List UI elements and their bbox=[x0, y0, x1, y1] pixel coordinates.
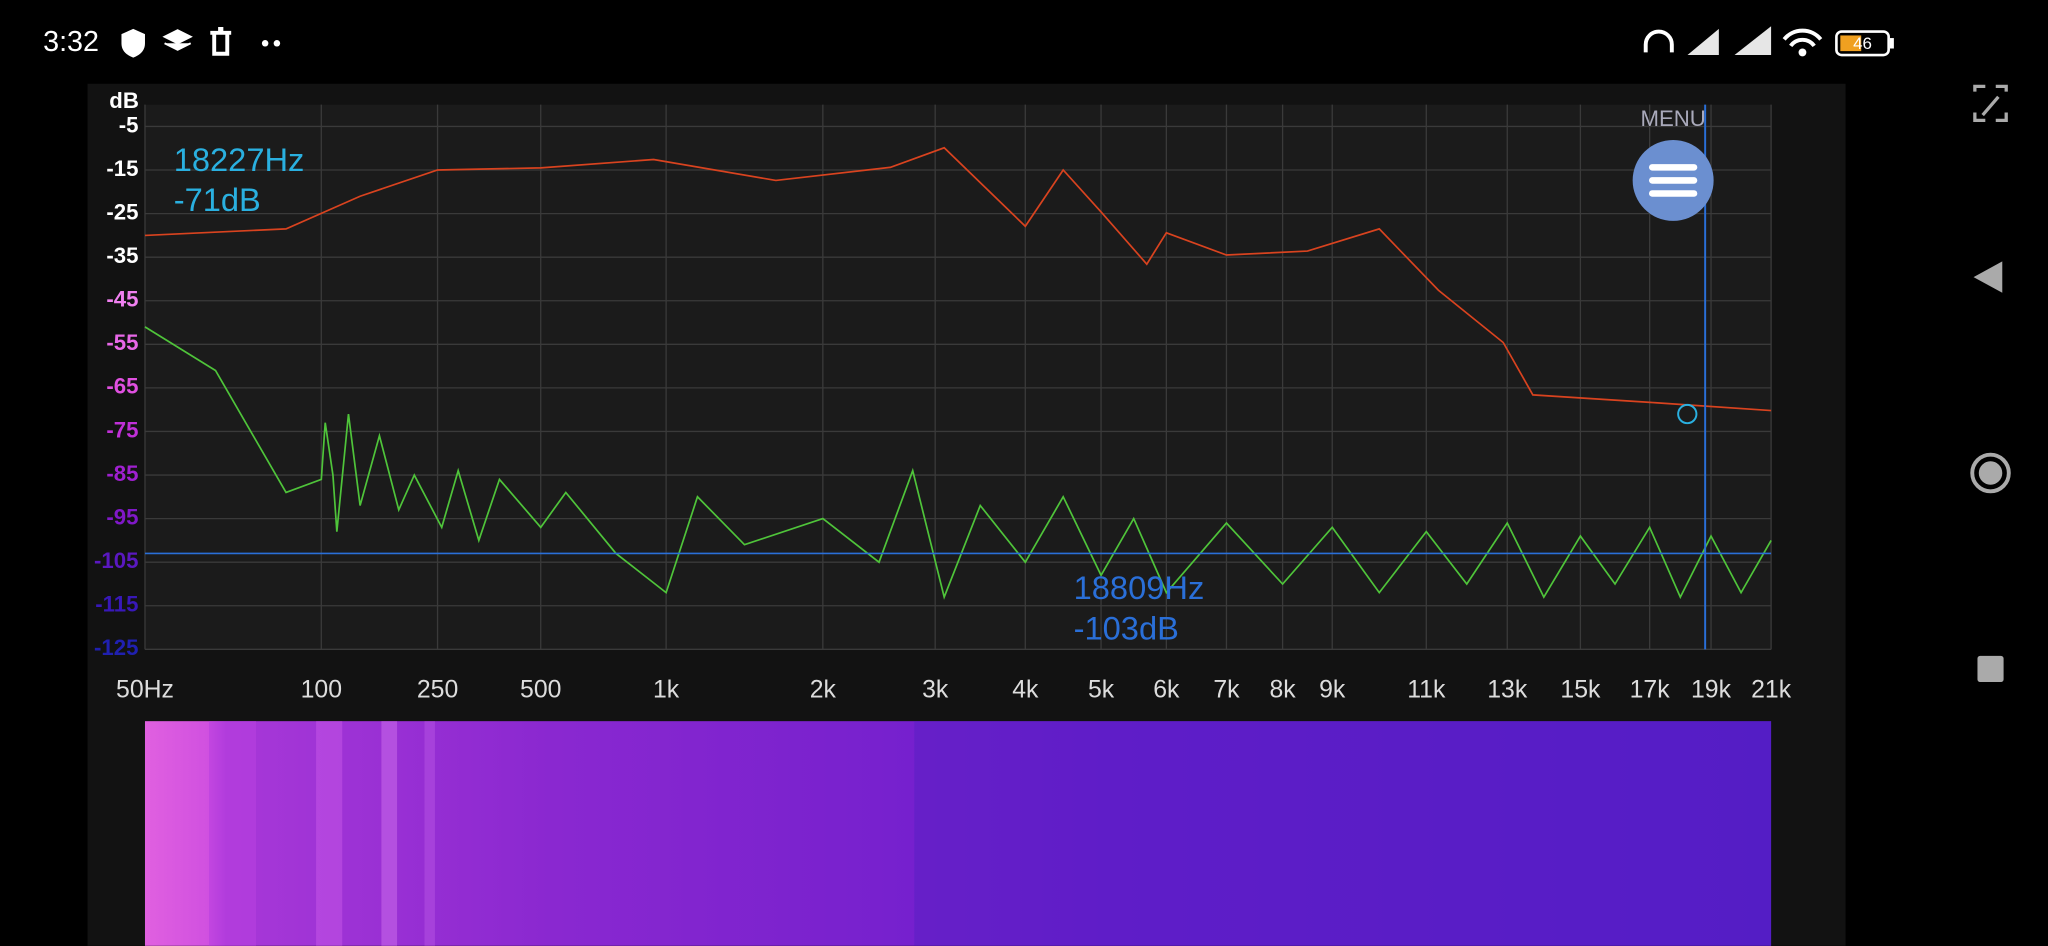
fullscreen-button[interactable] bbox=[1973, 84, 2008, 122]
y-tick-label: -65 bbox=[106, 374, 138, 399]
spectrogram-band bbox=[914, 721, 1772, 946]
cursor-level: -103dB bbox=[1074, 610, 1179, 647]
x-tick-label: 4k bbox=[1012, 677, 1039, 704]
spectrum-line bbox=[144, 326, 1772, 600]
x-tick-label: 1k bbox=[653, 677, 680, 704]
y-tick-label: -115 bbox=[95, 592, 138, 617]
y-tick-label: -85 bbox=[106, 461, 138, 486]
x-tick-label: 17k bbox=[1630, 677, 1671, 704]
y-tick-label: -75 bbox=[106, 417, 138, 442]
x-tick-label: 2k bbox=[810, 677, 837, 704]
y-tick-label: -15 bbox=[106, 156, 138, 181]
x-tick-label: 500 bbox=[520, 677, 561, 704]
spectrogram-band bbox=[424, 721, 435, 946]
shield-icon bbox=[121, 28, 145, 58]
battery-tip bbox=[1889, 38, 1894, 49]
clock: 3:32 bbox=[43, 26, 99, 58]
plot-area bbox=[144, 104, 1772, 650]
x-tick-label: 21k bbox=[1751, 677, 1792, 704]
x-tick-label: 9k bbox=[1319, 677, 1346, 704]
y-tick-label: -35 bbox=[106, 243, 138, 268]
x-tick-label: 50Hz bbox=[116, 677, 174, 704]
y-tick-label: -105 bbox=[94, 548, 138, 573]
spectrum-chart: -5 -15 -25 -35 -45 -55 -65 -75 -85 -95 -105 -115 -12… bbox=[94, 104, 1792, 704]
signal-icon bbox=[1687, 28, 1719, 56]
x-tick-label: 7k bbox=[1213, 677, 1240, 704]
layers-icon bbox=[162, 29, 193, 51]
cursor-frequency: 18809Hz bbox=[1074, 569, 1205, 606]
signal-icon bbox=[1734, 26, 1772, 56]
x-tick-label: 250 bbox=[417, 677, 458, 704]
battery bbox=[1835, 30, 1890, 57]
spectrogram-band bbox=[381, 721, 398, 946]
x-tick-label: 100 bbox=[301, 677, 342, 704]
y-tick-label: -5 bbox=[119, 112, 139, 137]
wifi-icon bbox=[1782, 28, 1823, 48]
back-button[interactable] bbox=[1973, 261, 2003, 293]
x-tick-label: 3k bbox=[922, 677, 949, 704]
spectrogram-band bbox=[316, 721, 343, 946]
x-tick-label: 15k bbox=[1560, 677, 1601, 704]
cursor-level: -71dB bbox=[174, 181, 261, 218]
y-tick-label: -55 bbox=[106, 330, 138, 355]
y-tick-label: -45 bbox=[106, 287, 138, 312]
trash-icon bbox=[210, 26, 232, 56]
x-tick-label: 6k bbox=[1153, 677, 1180, 704]
y-tick-label: -95 bbox=[106, 504, 138, 529]
y-tick-label: -125 bbox=[94, 635, 138, 660]
dot bbox=[273, 40, 281, 47]
cursor-frequency: 18227Hz bbox=[174, 141, 305, 178]
menu-button[interactable]: MENU bbox=[1632, 106, 1714, 221]
x-tick-label: 5k bbox=[1088, 677, 1115, 704]
x-tick-label: 11k bbox=[1407, 677, 1446, 704]
cursor-marker bbox=[1677, 403, 1698, 425]
x-tick-label: 8k bbox=[1270, 677, 1297, 704]
x-tick-label: 19k bbox=[1691, 677, 1732, 704]
home-button-dot bbox=[1978, 461, 2003, 485]
battery-text: 46 bbox=[1853, 34, 1872, 53]
y-axis-label: dB bbox=[109, 88, 139, 113]
x-tick-label: 13k bbox=[1487, 677, 1528, 704]
spectrogram-band bbox=[208, 721, 256, 946]
home-button[interactable] bbox=[1970, 452, 2011, 494]
menu-label: MENU bbox=[1640, 106, 1705, 131]
spectrum-line bbox=[144, 146, 1772, 412]
menu-icon bbox=[1648, 164, 1698, 197]
wifi-dot bbox=[1798, 48, 1807, 57]
headset-icon bbox=[1643, 29, 1674, 53]
battery-level bbox=[1840, 35, 1862, 52]
spectrogram bbox=[144, 721, 1772, 946]
dot bbox=[261, 40, 269, 47]
recents-button[interactable] bbox=[1977, 655, 2004, 682]
y-tick-label: -25 bbox=[106, 199, 138, 224]
